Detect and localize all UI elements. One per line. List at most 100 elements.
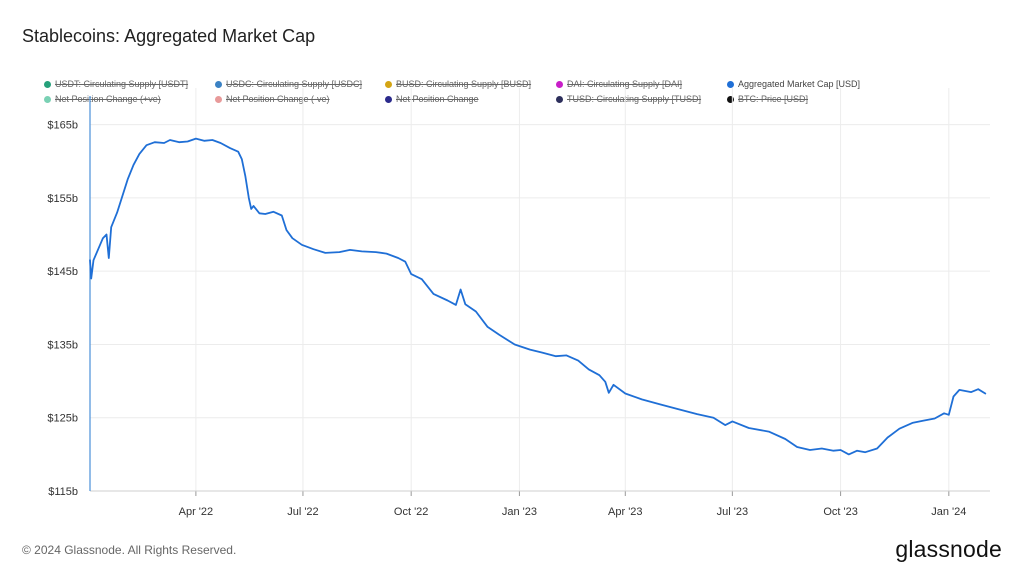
data-point	[89, 260, 90, 261]
data-point	[386, 253, 387, 254]
legend-label: BUSD: Circulating Supply [BUSD]	[396, 79, 532, 89]
legend-dot-icon	[727, 96, 734, 103]
data-point	[475, 311, 476, 312]
data-point	[985, 393, 986, 394]
legend-dot-icon	[727, 81, 734, 88]
data-point	[117, 212, 118, 213]
legend-item-9[interactable]: BTC: Price [USD]	[727, 94, 808, 104]
data-point	[660, 404, 661, 405]
x-tick-label: Apr '23	[608, 506, 643, 518]
data-point	[934, 418, 935, 419]
glassnode-logo: glassnode	[895, 536, 1002, 562]
y-tick-label: $155b	[47, 193, 78, 205]
legend-dot-icon	[556, 96, 563, 103]
legend-item-1[interactable]: USDC: Circulating Supply [USDC]	[215, 79, 362, 89]
data-point	[613, 384, 614, 385]
series-line-aggregated-market-cap	[89, 137, 987, 456]
y-tick-label: $115b	[48, 486, 78, 498]
data-point	[625, 393, 626, 394]
data-point	[608, 392, 609, 393]
data-point	[411, 274, 412, 275]
legend-item-3[interactable]: DAI: Circulating Supply [DAI]	[556, 79, 682, 89]
data-point	[433, 293, 434, 294]
data-point	[361, 251, 362, 252]
legend-dot-icon	[215, 81, 222, 88]
data-point	[281, 215, 282, 216]
data-point	[677, 408, 678, 409]
data-point	[421, 279, 422, 280]
x-tick-label: Apr '22	[179, 506, 214, 518]
y-tick-label: $165b	[47, 120, 78, 132]
data-point	[146, 145, 147, 146]
data-point	[971, 392, 972, 393]
data-point	[499, 334, 500, 335]
legend-dot-icon	[44, 96, 51, 103]
legend-item-2[interactable]: BUSD: Circulating Supply [BUSD]	[385, 79, 531, 89]
data-point	[821, 448, 822, 449]
legend-dot-icon	[44, 81, 51, 88]
data-point	[877, 448, 878, 449]
legend-label: Net Position Change	[396, 94, 479, 104]
data-point	[349, 249, 350, 250]
data-point	[265, 213, 266, 214]
data-point	[447, 300, 448, 301]
data-point	[455, 304, 456, 305]
data-point	[313, 249, 314, 250]
chart-title: Stablecoins: Aggregated Market Cap	[22, 26, 316, 46]
data-point	[948, 414, 949, 415]
data-point	[133, 164, 134, 165]
data-point	[953, 396, 954, 397]
legend-dot-icon	[385, 96, 392, 103]
data-point	[912, 422, 913, 423]
legend-label: USDC: Circulating Supply [USDC]	[226, 79, 363, 89]
data-point	[339, 252, 340, 253]
legend-label: TUSD: Circulating Supply [TUSD]	[567, 94, 702, 104]
data-point	[599, 375, 600, 376]
legend-item-8[interactable]: TUSD: Circulating Supply [TUSD]	[556, 94, 701, 104]
data-point	[259, 213, 260, 214]
data-point	[487, 326, 488, 327]
legend-item-6[interactable]: Net Position Change (-ve)	[215, 94, 330, 104]
data-point	[241, 159, 242, 160]
y-tick-label: $145b	[47, 266, 78, 278]
data-point	[785, 438, 786, 439]
legend-item-0[interactable]: USDT: Circulating Supply [USDT]	[44, 79, 188, 89]
data-point	[154, 142, 155, 143]
legend-item-5[interactable]: Net Position Change (+ve)	[44, 94, 161, 104]
legend-label: BTC: Price [USD]	[738, 94, 809, 104]
data-point	[887, 437, 888, 438]
data-point	[865, 452, 866, 453]
legend-label: DAI: Circulating Supply [DAI]	[567, 79, 683, 89]
data-point	[375, 252, 376, 253]
data-point	[169, 139, 170, 140]
data-point	[248, 197, 249, 198]
data-point	[605, 381, 606, 382]
data-point	[93, 260, 94, 261]
data-point	[238, 151, 239, 152]
data-point	[121, 197, 122, 198]
data-point	[325, 252, 326, 253]
data-point	[840, 449, 841, 450]
data-point	[588, 369, 589, 370]
legend-label: USDT: Circulating Supply [USDT]	[55, 79, 189, 89]
data-point	[922, 420, 923, 421]
data-point	[195, 138, 196, 139]
y-tick-label: $125b	[47, 413, 78, 425]
data-point	[187, 141, 188, 142]
data-point	[514, 344, 515, 345]
legend-item-7[interactable]: Net Position Change	[385, 94, 479, 104]
legend-dot-icon	[556, 81, 563, 88]
data-point	[220, 142, 221, 143]
data-point	[541, 352, 542, 353]
data-point	[292, 238, 293, 239]
x-tick-label: Jan '23	[502, 506, 537, 518]
legend-item-4[interactable]: Aggregated Market Cap [USD]	[727, 79, 860, 89]
data-point	[848, 454, 849, 455]
data-point	[245, 175, 246, 176]
data-point	[809, 449, 810, 450]
data-point	[108, 257, 109, 258]
data-point	[91, 278, 92, 279]
data-point	[229, 148, 230, 149]
data-point	[529, 349, 530, 350]
